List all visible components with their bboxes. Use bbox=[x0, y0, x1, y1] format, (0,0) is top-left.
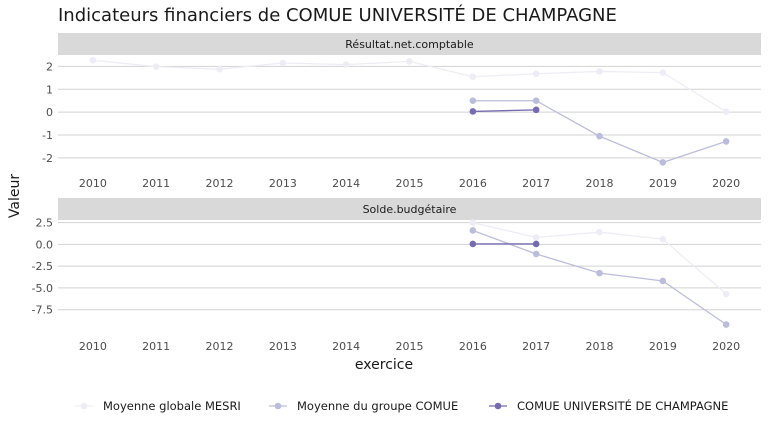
legend-item-mesri: Moyenne globale MESRI bbox=[75, 399, 241, 413]
data-point bbox=[596, 132, 603, 140]
data-point bbox=[152, 63, 160, 70]
data-point bbox=[406, 58, 413, 65]
y-tick-label: 0 bbox=[46, 106, 53, 119]
data-point bbox=[216, 65, 223, 73]
x-tick-label: 2016 bbox=[459, 340, 487, 353]
data-point bbox=[532, 234, 540, 241]
y-tick-label: 2 bbox=[46, 60, 53, 73]
x-tick-label: 2017 bbox=[522, 177, 550, 190]
y-tick-label: -1 bbox=[42, 129, 53, 142]
data-point bbox=[659, 159, 667, 166]
legend-label: COMUE UNIVERSITÉ DE CHAMPAGNE bbox=[517, 398, 728, 413]
series-groupe bbox=[469, 97, 730, 166]
legend: Moyenne globale MESRI Moyenne du groupe C… bbox=[75, 398, 728, 413]
facet-strip bbox=[58, 198, 761, 220]
y-tick-label: -7.5 bbox=[32, 304, 53, 317]
x-tick-label: 2018 bbox=[586, 177, 614, 190]
x-tick-label: 2017 bbox=[522, 340, 550, 353]
data-point bbox=[469, 108, 477, 115]
series-mesri bbox=[469, 219, 730, 298]
y-tick-label: -2.5 bbox=[32, 260, 53, 273]
x-tick-label: 2011 bbox=[142, 177, 170, 190]
y-tick-label: 1 bbox=[46, 83, 53, 96]
y-axis-title: Valeur bbox=[7, 174, 23, 218]
x-tick-label: 2020 bbox=[712, 177, 740, 190]
series-groupe bbox=[469, 227, 730, 328]
data-point bbox=[532, 70, 540, 78]
x-tick-label: 2013 bbox=[269, 177, 297, 190]
chart-title: Indicateurs financiers de COMUE UNIVERSI… bbox=[58, 4, 617, 26]
series-etab bbox=[469, 240, 540, 248]
data-point bbox=[532, 250, 540, 258]
series-mesri bbox=[89, 56, 730, 115]
y-tick-label: 2.5 bbox=[36, 217, 54, 230]
x-tick-label: 2016 bbox=[459, 177, 487, 190]
x-tick-label: 2014 bbox=[332, 177, 360, 190]
data-point bbox=[596, 68, 603, 75]
data-point bbox=[596, 228, 603, 236]
data-point bbox=[722, 321, 730, 328]
data-point bbox=[469, 97, 477, 105]
legend-label: Moyenne du groupe COMUE bbox=[297, 399, 458, 413]
data-point bbox=[469, 73, 477, 81]
panels: Résultat.net.comptable 2 1 0 -1 -2 2010 2011 201… bbox=[32, 33, 761, 353]
x-tick-label: 2014 bbox=[332, 340, 360, 353]
x-tick-label: 2012 bbox=[206, 340, 234, 353]
series-line bbox=[472, 109, 537, 113]
panel-2: Solde.budgétaire 2.5 0.0 -2.5 -5.0 -7.5 2010 20… bbox=[32, 198, 761, 353]
data-point bbox=[659, 235, 667, 243]
panel-1: Résultat.net.comptable 2 1 0 -1 -2 2010 2011 201… bbox=[42, 33, 761, 190]
x-tick-label: 2015 bbox=[396, 177, 424, 190]
x-tick-label: 2019 bbox=[649, 340, 677, 353]
y-tick-label: 0.0 bbox=[36, 238, 54, 251]
data-point bbox=[532, 97, 540, 105]
x-axis-title: exercice bbox=[355, 357, 413, 373]
x-tick-label: 2019 bbox=[649, 177, 677, 190]
data-point bbox=[722, 138, 730, 145]
data-point bbox=[532, 240, 540, 248]
facet-strip bbox=[58, 33, 761, 55]
y-tick-label: -5.0 bbox=[32, 282, 53, 295]
x-tick-label: 2013 bbox=[269, 340, 297, 353]
x-tick-label: 2015 bbox=[396, 340, 424, 353]
x-tick-label: 2010 bbox=[79, 177, 107, 190]
legend-key-point bbox=[80, 402, 88, 410]
data-point bbox=[722, 108, 730, 115]
data-point bbox=[532, 106, 540, 114]
y-tick-label: -2 bbox=[42, 152, 53, 165]
x-tick-label: 2012 bbox=[206, 177, 234, 190]
facet-strip-label: Solde.budgétaire bbox=[363, 203, 457, 216]
data-point bbox=[342, 61, 350, 68]
legend-key-point bbox=[494, 402, 502, 410]
legend-label: Moyenne globale MESRI bbox=[103, 399, 241, 413]
legend-item-etab: COMUE UNIVERSITÉ DE CHAMPAGNE bbox=[489, 398, 728, 413]
x-tick-label: 2020 bbox=[712, 340, 740, 353]
series-line bbox=[92, 59, 727, 113]
data-point bbox=[469, 240, 477, 248]
series-etab bbox=[469, 106, 540, 115]
x-tick-label: 2010 bbox=[79, 340, 107, 353]
legend-item-groupe: Moyenne du groupe COMUE bbox=[269, 399, 458, 413]
legend-key-point bbox=[274, 402, 282, 410]
data-point bbox=[469, 219, 477, 226]
x-tick-label: 2011 bbox=[142, 340, 170, 353]
facet-strip-label: Résultat.net.comptable bbox=[345, 38, 474, 51]
x-tick-label: 2018 bbox=[586, 340, 614, 353]
data-point bbox=[659, 277, 667, 285]
data-point bbox=[89, 56, 97, 64]
data-point bbox=[722, 290, 730, 298]
data-point bbox=[279, 59, 287, 67]
data-point bbox=[469, 227, 477, 234]
data-point bbox=[659, 69, 667, 76]
data-point bbox=[596, 269, 603, 277]
